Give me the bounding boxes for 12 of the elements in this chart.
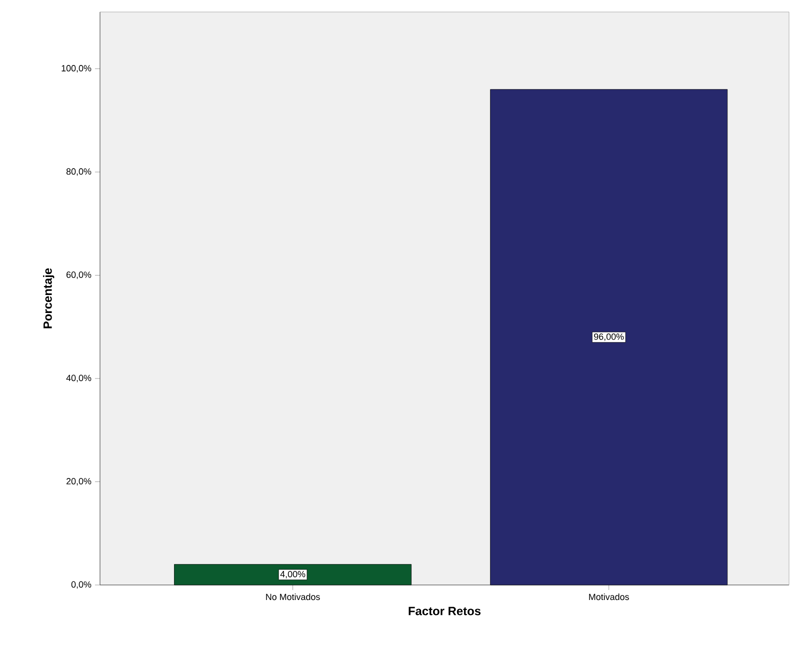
y-tick-label: 80,0% [66,168,92,176]
y-tick-label: 40,0% [66,374,92,382]
y-tick-label: 60,0% [66,272,92,279]
data-label: 96,00% [594,333,624,341]
x-tick-label: No Motivados [266,594,320,600]
y-tick-label: 0,0% [71,581,92,589]
y-tick-label: 20,0% [66,478,92,486]
x-axis-title: Factor Retos [408,606,481,616]
y-tick-label: 100,0% [62,65,92,72]
y-axis-title: Porcentaje [43,268,54,328]
data-label: 4,00% [280,570,306,578]
x-tick-label: Motivados [589,594,629,600]
